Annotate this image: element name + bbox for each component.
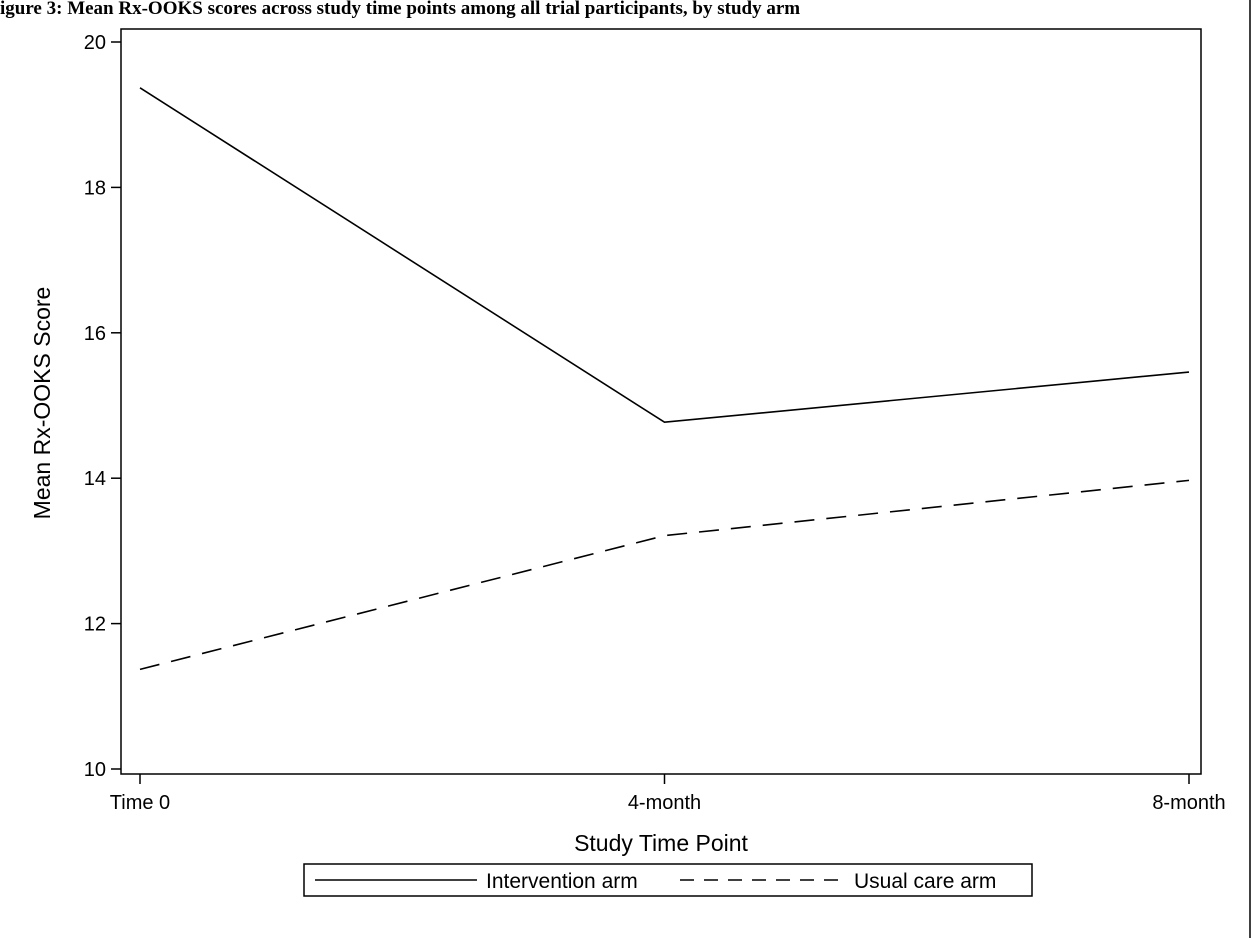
x-tick-label: 4-month [628, 792, 701, 814]
y-tick-label: 16 [84, 323, 106, 345]
x-axis: Time 0 4-month 8-month [110, 774, 1226, 814]
y-tick-label: 18 [84, 177, 106, 199]
y-tick-label: 12 [84, 614, 106, 636]
y-axis-title: Mean Rx-OOKS Score [29, 287, 55, 520]
legend: Intervention arm Usual care arm [303, 863, 1033, 897]
plot-frame [120, 28, 1202, 775]
x-tick-label: 8-month [1152, 792, 1225, 814]
y-tick-label: 10 [84, 759, 106, 781]
legend-frame [303, 863, 1033, 897]
x-tick-label: Time 0 [110, 792, 170, 814]
y-axis: 10 12 14 16 18 20 [84, 32, 121, 781]
series-layer [139, 87, 1190, 671]
figure-title: igure 3: Mean Rx-OOKS scores across stud… [0, 0, 800, 19]
intervention-arm-line [139, 87, 1190, 424]
usual-care-arm-line [139, 479, 1190, 671]
y-tick-label: 14 [84, 468, 106, 490]
x-axis-title: Study Time Point [574, 830, 748, 856]
y-tick-label: 20 [84, 32, 106, 54]
legend-label-intervention: Intervention arm [486, 870, 638, 893]
legend-label-usual-care: Usual care arm [854, 870, 996, 893]
